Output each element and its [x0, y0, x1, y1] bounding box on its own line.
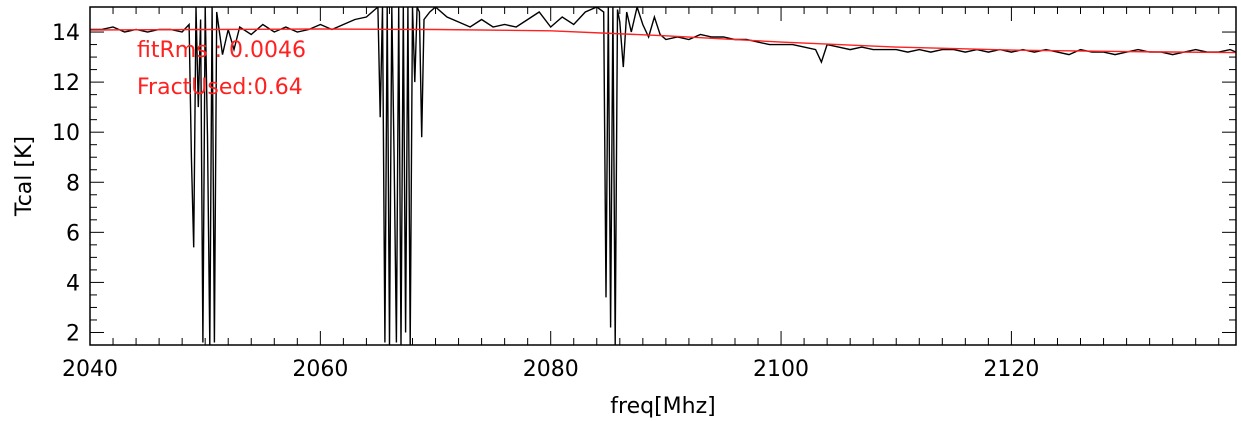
x-tick-label: 2080 — [523, 357, 579, 382]
y-tick-label: 8 — [66, 171, 80, 196]
x-tick-label: 2120 — [983, 357, 1039, 382]
y-tick-label: 6 — [66, 221, 80, 246]
y-tick-label: 14 — [52, 21, 80, 46]
x-tick-label: 2100 — [753, 357, 809, 382]
x-tick-label: 2060 — [292, 357, 348, 382]
y-tick-label: 4 — [66, 271, 80, 296]
y-axis-label: Tcal [K] — [12, 136, 37, 217]
x-axis-label: freq[Mhz] — [610, 394, 715, 419]
y-tick-label: 12 — [52, 71, 80, 96]
plot-frame — [89, 6, 1237, 346]
x-axis: 2040 2060 2080 2100 2120 — [62, 7, 1220, 382]
y-axis: 2 4 6 8 10 12 14 — [52, 21, 1236, 346]
y-tick-label: 10 — [52, 121, 80, 146]
annotation-text: fitRms : 0.0046 — [137, 38, 306, 63]
x-tick-label: 2040 — [62, 357, 118, 382]
annotation-text: FractUsed:0.64 — [137, 75, 303, 100]
series-layer — [90, 7, 1236, 345]
y-tick-label: 2 — [66, 321, 80, 346]
series-line-1 — [90, 28, 1236, 54]
annotations: fitRms : 0.0046 FractUsed:0.64 — [137, 38, 306, 100]
series-line-0 — [90, 7, 1236, 345]
